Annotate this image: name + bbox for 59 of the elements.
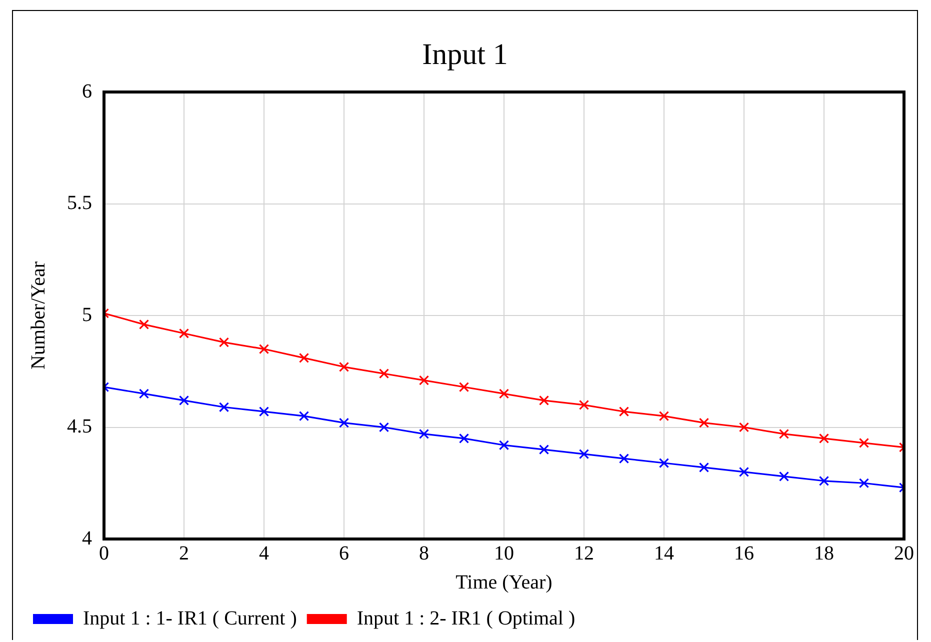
point [338, 362, 350, 372]
point [338, 418, 350, 428]
point [298, 352, 310, 364]
point [618, 454, 630, 464]
point [578, 449, 590, 460]
x-tick-label: 6 [339, 542, 349, 564]
x-tick-label: 20 [894, 542, 914, 564]
point [378, 422, 390, 432]
point [378, 368, 390, 379]
point [258, 406, 270, 417]
point [258, 344, 270, 354]
point [218, 402, 230, 412]
point [418, 375, 430, 386]
y-tick-label: 4.5 [67, 416, 92, 438]
y-tick-label: 5.5 [67, 192, 92, 214]
point [778, 428, 790, 439]
x-tick-label: 2 [179, 542, 189, 564]
x-tick-label: 8 [419, 542, 429, 564]
x-tick-label: 18 [814, 542, 834, 564]
y-tick-label: 5 [82, 304, 92, 326]
point [138, 388, 150, 399]
point [538, 444, 550, 455]
point [498, 388, 510, 399]
y-tick-label: 6 [82, 80, 92, 102]
legend-label: Input 1 : 2- IR1 ( Optimal ) [356, 607, 576, 630]
point [618, 406, 630, 417]
point [858, 478, 870, 488]
point [178, 395, 190, 406]
x-tick-label: 10 [494, 542, 514, 564]
point [738, 466, 750, 477]
x-tick-label: 0 [99, 542, 109, 564]
point [458, 433, 470, 444]
point [458, 382, 470, 392]
x-tick-label: 16 [734, 542, 754, 564]
chart-title: Input 1 [422, 38, 508, 71]
point [138, 319, 150, 330]
point [778, 471, 790, 482]
point [698, 462, 710, 473]
point [818, 476, 830, 486]
x-tick-label: 4 [259, 542, 269, 564]
point [178, 328, 190, 338]
point [658, 458, 670, 468]
point [658, 411, 670, 422]
point [578, 400, 590, 410]
point [858, 438, 870, 448]
point [498, 440, 510, 450]
point [538, 395, 550, 406]
x-tick-label: 12 [574, 542, 594, 564]
point [698, 418, 710, 428]
x-tick-label: 14 [654, 542, 674, 564]
point [818, 433, 830, 444]
point [298, 411, 310, 422]
y-tick-label: 4 [82, 527, 92, 550]
point [418, 428, 430, 439]
point [738, 422, 750, 432]
y-axis-title: Number/Year [27, 261, 50, 370]
x-axis-title: Time (Year) [456, 571, 552, 594]
point [218, 337, 230, 348]
legend-label: Input 1 : 1- IR1 ( Current ) [83, 607, 297, 630]
